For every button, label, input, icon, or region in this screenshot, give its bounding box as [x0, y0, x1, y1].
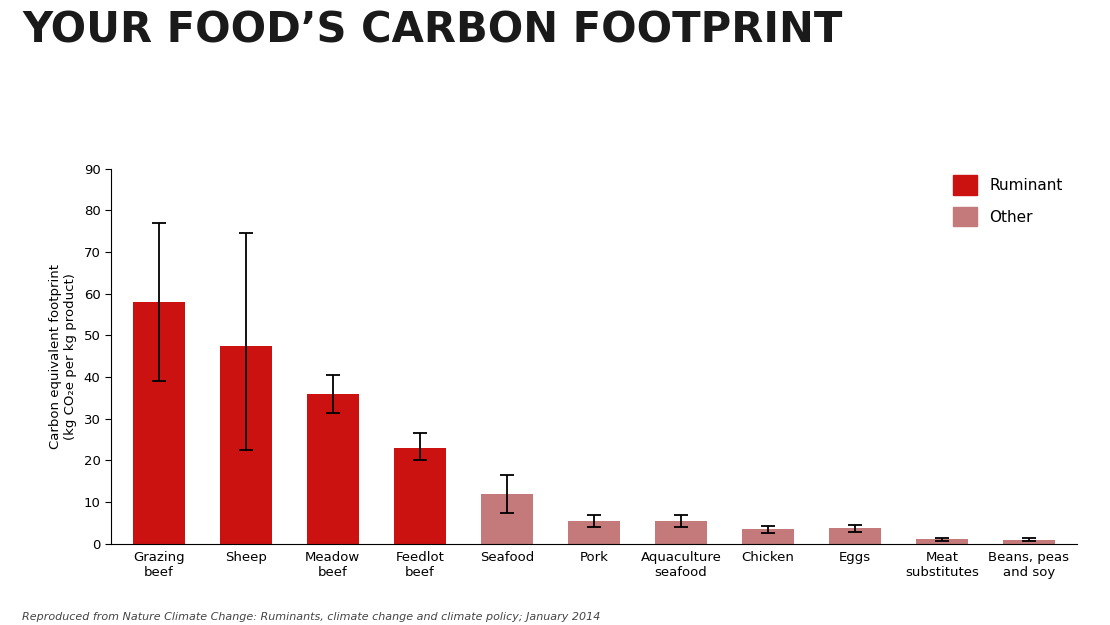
Bar	[567, 521, 620, 544]
Bar	[916, 539, 968, 544]
Bar	[829, 528, 881, 544]
Text: Reproduced from Nature Climate Change: Ruminants, climate change and climate pol: Reproduced from Nature Climate Change: R…	[22, 612, 601, 622]
Y-axis label: Carbon equivalent footprint
(kg CO₂e per kg product): Carbon equivalent footprint (kg CO₂e per…	[49, 264, 77, 449]
Bar	[481, 494, 533, 544]
Bar	[655, 521, 707, 544]
Bar	[133, 302, 185, 544]
Bar	[220, 346, 272, 544]
Bar	[394, 448, 446, 544]
Bar	[741, 529, 794, 544]
Legend: Ruminant, Other: Ruminant, Other	[947, 169, 1069, 232]
Text: YOUR FOOD’S CARBON FOOTPRINT: YOUR FOOD’S CARBON FOOTPRINT	[22, 9, 842, 51]
Bar	[306, 394, 359, 544]
Bar	[1002, 539, 1054, 544]
